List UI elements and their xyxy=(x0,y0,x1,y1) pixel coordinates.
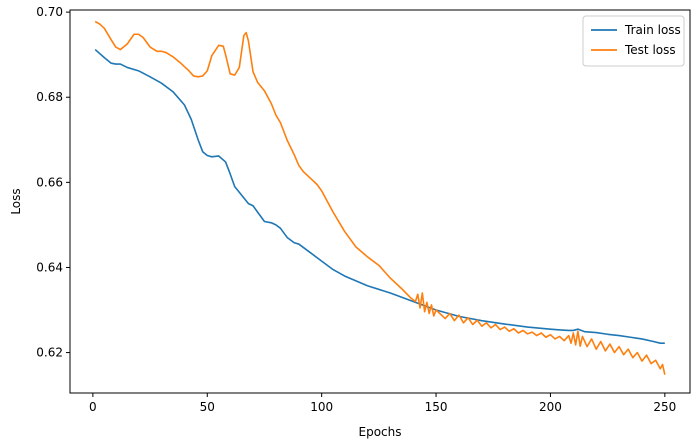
x-tick-label: 100 xyxy=(310,400,333,414)
y-axis-label: Loss xyxy=(9,188,23,214)
legend: Train loss Test loss xyxy=(582,15,685,67)
x-tick-label: 150 xyxy=(425,400,448,414)
legend-box xyxy=(582,15,685,67)
x-tick-label: 200 xyxy=(539,400,562,414)
series-line-train-loss xyxy=(94,48,665,345)
series-layer xyxy=(94,20,666,375)
plot-area xyxy=(69,9,691,394)
legend-label: Test loss xyxy=(624,43,676,57)
y-tick-label: 0.64 xyxy=(36,260,63,274)
y-tick-label: 0.66 xyxy=(36,175,63,189)
y-tick-label: 0.68 xyxy=(36,90,63,104)
y-tick-label: 0.70 xyxy=(36,5,63,19)
x-axis-ticks: 0 50 100 150 200 250 xyxy=(89,393,676,414)
x-tick-label: 0 xyxy=(89,400,97,414)
y-axis-ticks: 0.62 0.64 0.66 0.68 0.70 xyxy=(36,5,70,360)
y-tick-label: 0.62 xyxy=(36,346,63,360)
series-line-test-loss xyxy=(94,20,666,375)
x-tick-label: 250 xyxy=(653,400,676,414)
x-tick-label: 50 xyxy=(200,400,215,414)
legend-entries: Train loss Test loss xyxy=(591,23,681,57)
plot-frame xyxy=(69,9,691,394)
x-axis-label: Epochs xyxy=(359,425,402,439)
legend-label: Train loss xyxy=(624,23,681,37)
